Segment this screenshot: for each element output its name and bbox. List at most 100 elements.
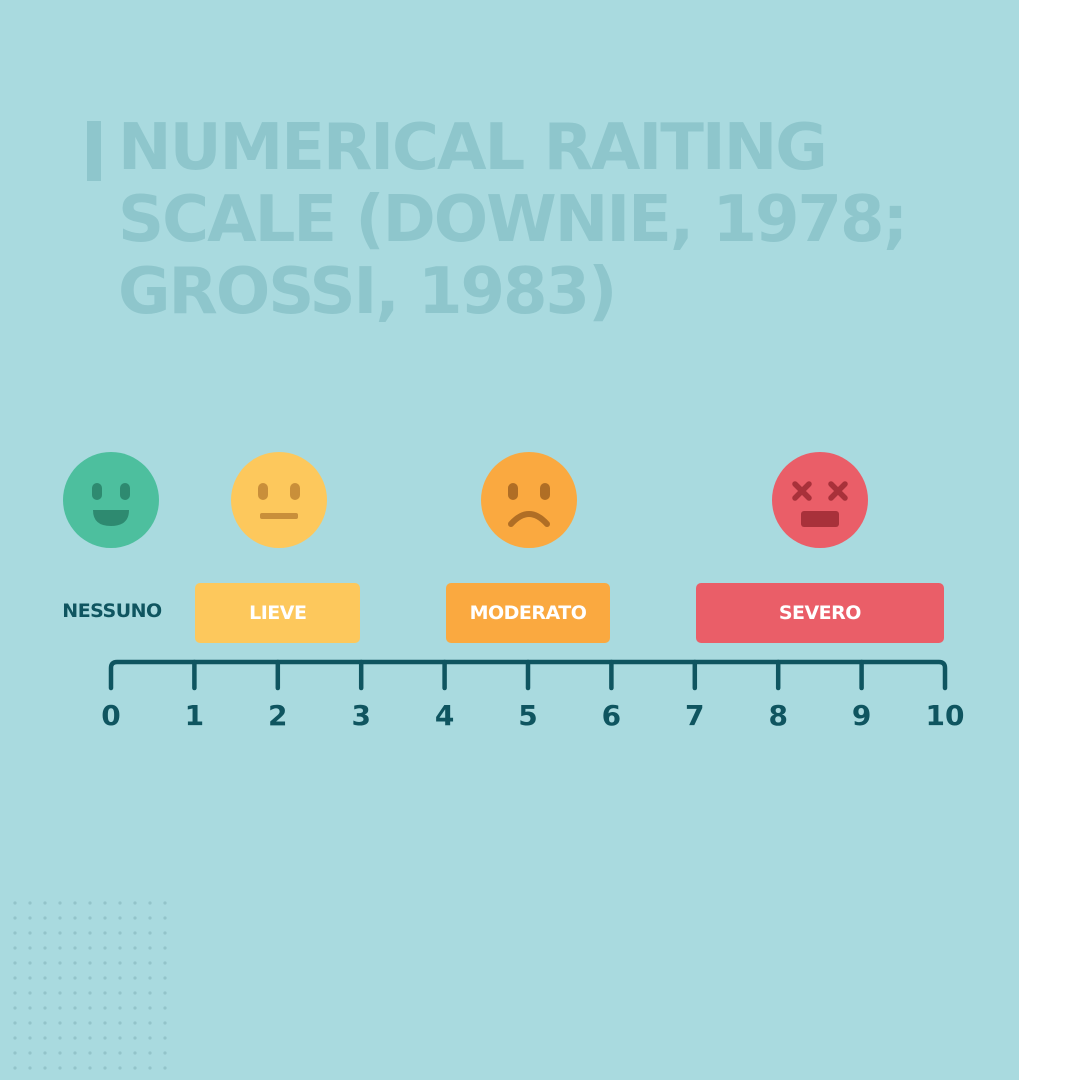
- page-title: NUMERICAL RAITING SCALE (DOWNIE, 1978; G…: [118, 111, 908, 329]
- decorative-dot: [103, 901, 107, 905]
- decorative-dot: [58, 1006, 62, 1010]
- decorative-dot: [163, 991, 167, 995]
- decorative-dot: [148, 1066, 152, 1070]
- decorative-dot: [103, 1066, 107, 1070]
- decorative-dot: [88, 931, 92, 935]
- decorative-dot: [103, 931, 107, 935]
- decorative-dot: [43, 1006, 47, 1010]
- decorative-dot: [133, 976, 137, 980]
- decorative-dot: [148, 901, 152, 905]
- face-neutral-icon: [231, 452, 327, 548]
- decorative-dot: [133, 961, 137, 965]
- decorative-dot: [73, 991, 77, 995]
- decorative-dot: [58, 901, 62, 905]
- decorative-dot: [103, 1036, 107, 1040]
- decorative-dot: [28, 1021, 32, 1025]
- decorative-dot: [133, 901, 137, 905]
- decorative-dot: [88, 1066, 92, 1070]
- decorative-dot: [13, 931, 17, 935]
- decorative-dot: [13, 1066, 17, 1070]
- decorative-dot: [73, 916, 77, 920]
- decorative-dot: [148, 916, 152, 920]
- band-lieve-label: LIEVE: [249, 602, 307, 624]
- decorative-dot: [73, 1021, 77, 1025]
- decorative-dot: [88, 991, 92, 995]
- decorative-dot: [118, 931, 122, 935]
- decorative-dot: [73, 1051, 77, 1055]
- decorative-dot: [58, 1021, 62, 1025]
- decorative-dot: [43, 916, 47, 920]
- numeric-scale: 0 1 2 3 4 5 6 7 8 9 10: [101, 659, 965, 732]
- decorative-dot: [118, 901, 122, 905]
- decorative-dot: [73, 961, 77, 965]
- decorative-dot: [148, 946, 152, 950]
- decorative-dot: [133, 931, 137, 935]
- decorative-dot-grid: [13, 901, 167, 1070]
- decorative-dot: [43, 931, 47, 935]
- decorative-dot: [88, 946, 92, 950]
- band-lieve: LIEVE: [195, 583, 361, 643]
- decorative-dot: [58, 931, 62, 935]
- decorative-dot: [103, 961, 107, 965]
- decorative-dot: [43, 1066, 47, 1070]
- decorative-dot: [88, 1021, 92, 1025]
- decorative-dot: [133, 991, 137, 995]
- decorative-dot: [13, 1036, 17, 1040]
- decorative-dot: [103, 991, 107, 995]
- decorative-dot: [148, 991, 152, 995]
- decorative-dot: [163, 961, 167, 965]
- decorative-dot: [88, 961, 92, 965]
- decorative-dot: [163, 901, 167, 905]
- decorative-dot: [118, 946, 122, 950]
- decorative-dot: [133, 1006, 137, 1010]
- decorative-dot: [73, 1006, 77, 1010]
- decorative-dot: [133, 946, 137, 950]
- decorative-dot: [103, 1006, 107, 1010]
- decorative-dot: [28, 1066, 32, 1070]
- scale-tick-label-6: 6: [602, 699, 621, 732]
- decorative-dot: [88, 1036, 92, 1040]
- decorative-dot: [58, 1066, 62, 1070]
- scale-tick-label-9: 9: [852, 699, 871, 732]
- decorative-dot: [58, 976, 62, 980]
- scale-tick-label-10: 10: [926, 699, 965, 732]
- decorative-dot: [13, 916, 17, 920]
- decorative-dot: [28, 1051, 32, 1055]
- decorative-dot: [58, 1036, 62, 1040]
- decorative-dot: [118, 916, 122, 920]
- decorative-dot: [73, 1066, 77, 1070]
- decorative-dot: [28, 1006, 32, 1010]
- decorative-dot: [28, 991, 32, 995]
- decorative-dot: [13, 991, 17, 995]
- decorative-dot: [58, 961, 62, 965]
- decorative-dot: [13, 1021, 17, 1025]
- decorative-dot: [73, 976, 77, 980]
- scale-tick-label-2: 2: [268, 699, 287, 732]
- decorative-dot: [28, 946, 32, 950]
- band-moderato: MODERATO: [445, 583, 611, 643]
- decorative-dot: [103, 976, 107, 980]
- decorative-dot: [88, 1006, 92, 1010]
- decorative-dot: [133, 1051, 137, 1055]
- face-happy-icon: [63, 452, 159, 548]
- band-severo: SEVERO: [695, 583, 944, 643]
- decorative-dot: [13, 901, 17, 905]
- decorative-dot: [133, 1021, 137, 1025]
- decorative-dot: [118, 1051, 122, 1055]
- decorative-dot: [118, 1066, 122, 1070]
- scale-tick-label-7: 7: [685, 699, 704, 732]
- decorative-dot: [13, 976, 17, 980]
- decorative-dot: [163, 931, 167, 935]
- decorative-dot: [13, 946, 17, 950]
- scale-tick-label-3: 3: [351, 699, 370, 732]
- decorative-dot: [28, 976, 32, 980]
- decorative-dot: [28, 916, 32, 920]
- decorative-dot: [118, 1036, 122, 1040]
- decorative-dot: [13, 961, 17, 965]
- decorative-dot: [43, 1021, 47, 1025]
- decorative-dot: [118, 1006, 122, 1010]
- label-nessuno: NESSUNO: [62, 600, 162, 622]
- decorative-dot: [148, 1036, 152, 1040]
- decorative-dot: [163, 1066, 167, 1070]
- decorative-dot: [163, 1036, 167, 1040]
